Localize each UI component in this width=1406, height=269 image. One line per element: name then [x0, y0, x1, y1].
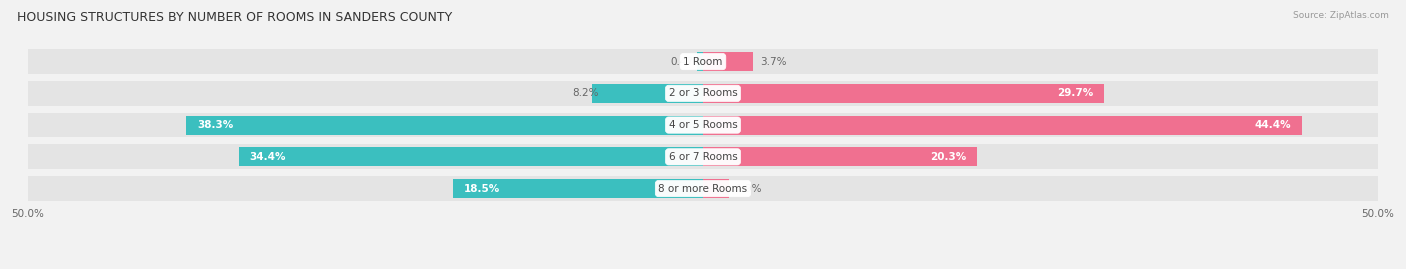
Text: 3.7%: 3.7% — [759, 56, 786, 67]
Text: 8 or more Rooms: 8 or more Rooms — [658, 183, 748, 194]
Text: 29.7%: 29.7% — [1057, 88, 1092, 98]
Bar — [453, 179, 703, 198]
Bar — [28, 176, 1378, 201]
Text: Source: ZipAtlas.com: Source: ZipAtlas.com — [1294, 11, 1389, 20]
Text: 44.4%: 44.4% — [1256, 120, 1292, 130]
Text: 4 or 5 Rooms: 4 or 5 Rooms — [669, 120, 737, 130]
Text: 20.3%: 20.3% — [929, 152, 966, 162]
Bar — [28, 144, 1378, 169]
Bar — [696, 52, 703, 71]
Bar — [703, 116, 1302, 134]
Bar — [592, 84, 703, 103]
Text: 2 or 3 Rooms: 2 or 3 Rooms — [669, 88, 737, 98]
Text: HOUSING STRUCTURES BY NUMBER OF ROOMS IN SANDERS COUNTY: HOUSING STRUCTURES BY NUMBER OF ROOMS IN… — [17, 11, 453, 24]
Bar — [703, 147, 977, 166]
Text: 18.5%: 18.5% — [464, 183, 501, 194]
Bar — [703, 179, 728, 198]
Bar — [28, 113, 1378, 137]
Text: 34.4%: 34.4% — [249, 152, 285, 162]
Text: 38.3%: 38.3% — [197, 120, 233, 130]
Bar — [28, 81, 1378, 106]
Bar — [703, 52, 754, 71]
Bar — [28, 49, 1378, 74]
Text: 8.2%: 8.2% — [572, 88, 599, 98]
Bar — [186, 116, 703, 134]
Text: 1 Room: 1 Room — [683, 56, 723, 67]
Text: 1.9%: 1.9% — [735, 183, 762, 194]
Bar — [239, 147, 703, 166]
Text: 0.47%: 0.47% — [671, 56, 703, 67]
Bar — [703, 84, 1104, 103]
Text: 6 or 7 Rooms: 6 or 7 Rooms — [669, 152, 737, 162]
